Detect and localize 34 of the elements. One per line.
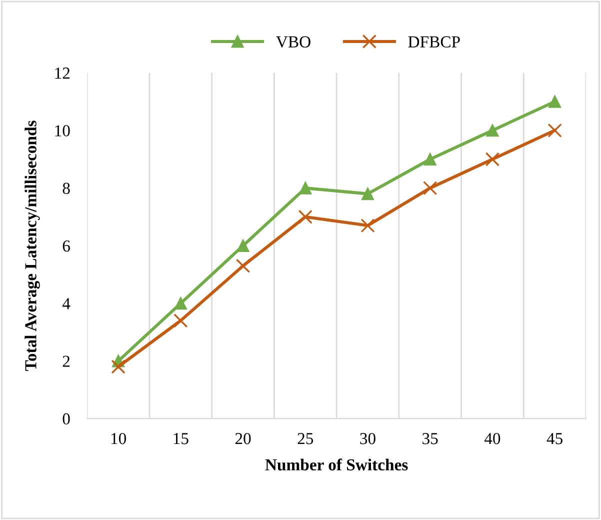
point: [548, 123, 562, 138]
y-tick-label: 2: [62, 356, 70, 367]
point: [174, 314, 188, 328]
point: [423, 180, 438, 196]
y-tick-label: 12: [55, 68, 70, 79]
x-tick-label: 35: [422, 433, 438, 444]
point: [298, 210, 312, 224]
legend-label: VBO: [276, 36, 310, 48]
legend-label: DFBCP: [408, 36, 460, 48]
point: [424, 153, 436, 166]
point: [361, 188, 374, 200]
point: [236, 239, 250, 252]
x-tick-label: 30: [360, 432, 376, 444]
point: [360, 218, 375, 233]
x-axis-title: Number of Switches: [265, 458, 408, 470]
point: [299, 182, 312, 194]
y-tick-label: 6: [62, 240, 70, 252]
point: [174, 297, 187, 310]
x-tick-label: 40: [484, 432, 500, 444]
x-tick-label: 10: [111, 432, 126, 444]
y-tick-label: 0: [62, 413, 70, 425]
point: [486, 124, 499, 137]
x-tick-label: 25: [298, 433, 314, 444]
point: [236, 258, 250, 273]
y-tick-label: 4: [62, 298, 70, 310]
point: [111, 360, 126, 374]
point: [548, 95, 562, 108]
y-tick-label: 8: [62, 182, 70, 194]
y-axis-title: Total Average Latency/milliseconds: [24, 120, 40, 371]
x-tick-label: 20: [235, 432, 251, 444]
x-tick-label: 45: [546, 433, 562, 444]
x-tick-label: 15: [174, 433, 188, 444]
point: [485, 152, 500, 166]
y-tick-label: 10: [55, 125, 70, 136]
